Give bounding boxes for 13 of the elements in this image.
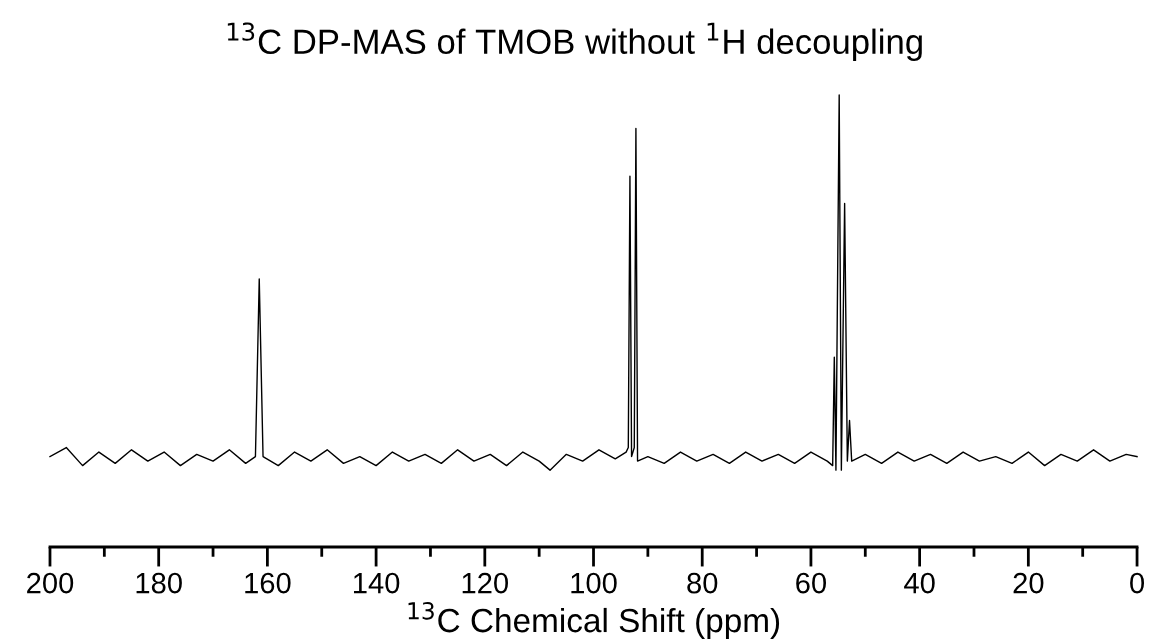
x-tick-label: 60 xyxy=(796,572,827,594)
chart-title: $^{13}$C DP-MAS of TMOB without $^{1}$H decoupling xyxy=(227,22,922,61)
x-tick-label: 120 xyxy=(462,572,508,594)
x-tick-label: 20 xyxy=(1013,572,1044,594)
x-axis-title: $^{13}$C Chemical Shift (ppm) xyxy=(408,601,780,639)
x-tick-label: 40 xyxy=(904,572,935,594)
x-tick-label: 200 xyxy=(27,572,74,594)
x-tick-label: 160 xyxy=(245,572,291,594)
x-tick-label: 0 xyxy=(1130,572,1145,594)
x-tick-label: 140 xyxy=(354,572,400,594)
x-tick-label: 100 xyxy=(571,572,617,594)
x-tick-label: 80 xyxy=(687,572,718,594)
x-tick-label: 180 xyxy=(136,572,182,594)
